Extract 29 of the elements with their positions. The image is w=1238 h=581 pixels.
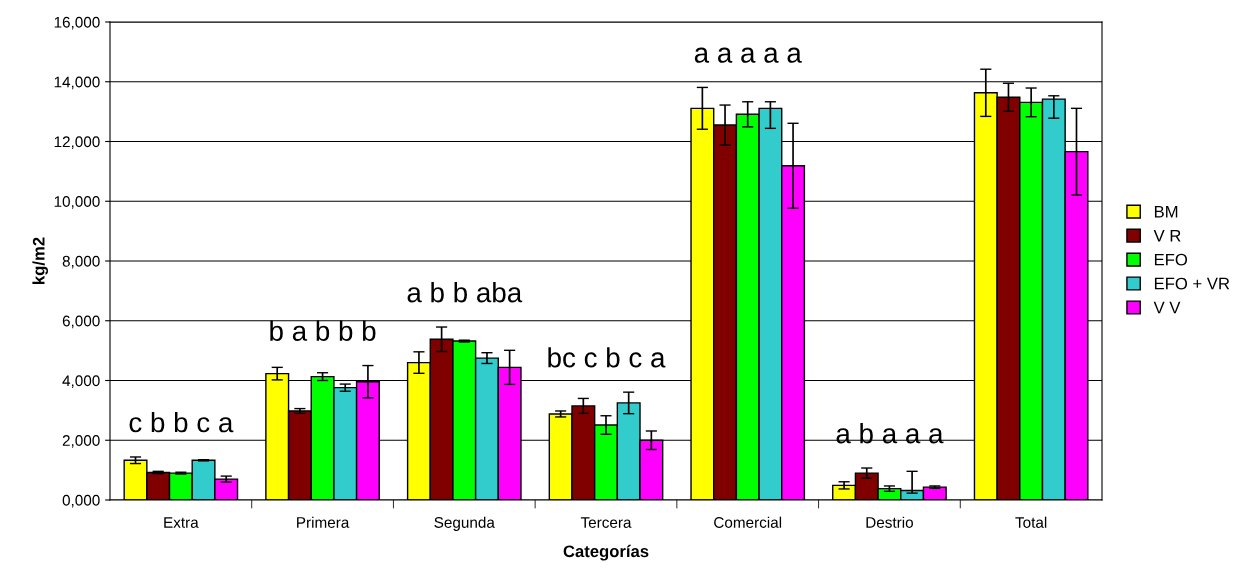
legend-label: EFO + VR — [1154, 277, 1230, 290]
annotation: a b a a a — [836, 423, 944, 444]
y-tick-label: 4,000 — [62, 375, 100, 388]
legend-label: EFO — [1154, 253, 1188, 266]
annotation: c b b c a — [129, 411, 234, 433]
x-tick-label: Extra — [164, 517, 199, 528]
y-tick-label: 2,000 — [62, 435, 100, 448]
x-tick-label: Segunda — [434, 516, 495, 531]
legend-label: BM — [1154, 205, 1178, 218]
annotation: a b b aba — [407, 282, 523, 303]
y-tick-label: 6,000 — [62, 315, 100, 329]
x-tick-label: Destrio — [866, 516, 913, 528]
y-tick-label: 0,000 — [62, 494, 100, 508]
y-tick-label: 8,000 — [62, 255, 100, 269]
annotation: b a b b b — [270, 320, 376, 341]
y-axis-title: kg/m2 — [32, 237, 48, 284]
y-tick-label: 12,000 — [54, 136, 100, 149]
x-tick-label: Primera — [297, 516, 350, 528]
legend-label: V R — [1153, 229, 1181, 242]
x-axis-title: Categorías — [563, 544, 649, 561]
annotation: a a a a a — [694, 47, 802, 63]
y-tick-label: 10,000 — [54, 196, 100, 209]
y-tick-label: 14,000 — [54, 76, 100, 90]
annotation: bc c b c a — [548, 347, 666, 368]
x-tick-label: Comercial — [714, 516, 782, 528]
x-tick-label: Tercera — [580, 517, 632, 528]
legend-label: V V — [1153, 301, 1181, 314]
y-tick-label: 16,000 — [54, 16, 100, 30]
x-tick-label: Total — [1015, 516, 1047, 528]
